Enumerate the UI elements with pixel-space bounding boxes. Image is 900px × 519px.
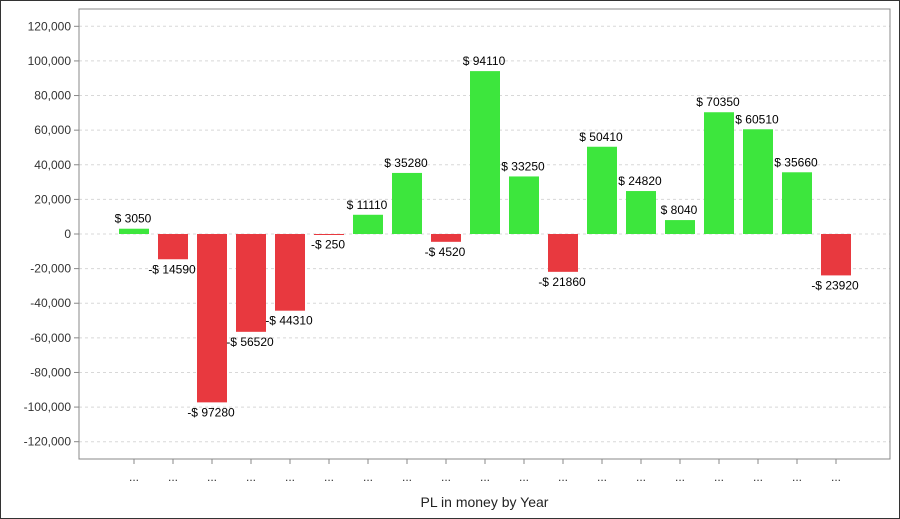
bar[interactable] [509,176,539,234]
y-tick-label: -120,000 [24,435,72,449]
data-label: $ 70350 [696,95,740,109]
x-tick-label: ... [402,470,412,484]
x-tick-label: ... [246,470,256,484]
plot-area-border [78,8,891,460]
y-tick-label: 80,000 [34,89,71,103]
bar[interactable] [665,220,695,234]
bar[interactable] [392,172,422,234]
data-label: $ 24820 [618,174,662,188]
bar[interactable] [470,71,500,234]
bar[interactable] [782,172,812,234]
data-label: $ 11110 [347,198,388,212]
x-tick-label: ... [129,470,139,484]
data-label: $ 35280 [384,156,428,170]
y-tick-label: 120,000 [28,19,72,33]
bar[interactable] [119,228,149,234]
data-label: -$ 21860 [538,275,586,289]
y-tick-label: 60,000 [34,123,71,137]
y-tick-label: -20,000 [30,262,71,276]
y-tick-label: -60,000 [30,331,71,345]
x-tick-label: ... [636,470,646,484]
x-tick-label: ... [519,470,529,484]
data-label: -$ 44310 [265,314,313,328]
x-tick-label: ... [285,470,295,484]
x-tick-label: ... [168,470,178,484]
data-label: $ 3050 [115,212,152,226]
y-tick-label: -100,000 [24,400,72,414]
data-label: $ 60510 [735,112,779,126]
bar[interactable] [236,234,266,332]
y-tick-label: 20,000 [34,192,71,206]
data-label: -$ 250 [311,237,345,251]
bar[interactable] [353,214,383,234]
x-tick-label: ... [558,470,568,484]
data-label: $ 94110 [463,54,506,68]
data-label: $ 35660 [774,155,818,169]
bars [119,71,851,403]
bar[interactable] [158,234,188,260]
x-axis-ticks: ........................................… [129,459,841,484]
x-tick-label: ... [597,470,607,484]
y-tick-label: -80,000 [30,365,71,379]
bar[interactable] [704,112,734,234]
x-tick-label: ... [363,470,373,484]
x-tick-label: ... [831,470,841,484]
y-tick-label: 100,000 [28,54,72,68]
bar[interactable] [197,234,227,403]
data-label: -$ 56520 [226,335,274,349]
bar[interactable] [314,234,344,235]
x-tick-label: ... [207,470,217,484]
data-label: -$ 23920 [811,278,859,292]
bar[interactable] [275,234,305,311]
y-axis-ticks: 120,000 100,000 80,000 60,000 40,000 20,000 0 -… [24,19,79,449]
x-axis-title: PL in money by Year [421,494,549,510]
y-tick-label: 0 [64,227,71,241]
bar[interactable] [821,234,851,276]
x-tick-label: ... [792,470,802,484]
data-label: -$ 14590 [148,262,196,276]
data-label: $ 8040 [661,203,698,217]
y-tick-label: -40,000 [30,296,71,310]
x-tick-label: ... [324,470,334,484]
data-label: $ 33250 [501,159,545,173]
bar[interactable] [587,146,617,234]
data-label: -$ 4520 [425,245,466,259]
x-tick-label: ... [753,470,763,484]
bar[interactable] [548,234,578,272]
data-label: $ 50410 [579,130,623,144]
bar[interactable] [431,234,461,242]
data-labels: $ 3050 -$ 14590 -$ 97280 -$ 56520 -$ 44310 -$… [115,54,859,419]
x-tick-label: ... [480,470,490,484]
data-label: -$ 97280 [187,405,235,419]
bar[interactable] [626,191,656,234]
x-tick-label: ... [441,470,451,484]
x-tick-label: ... [675,470,685,484]
y-tick-label: 40,000 [34,158,71,172]
x-tick-label: ... [714,470,724,484]
bar[interactable] [743,129,773,234]
